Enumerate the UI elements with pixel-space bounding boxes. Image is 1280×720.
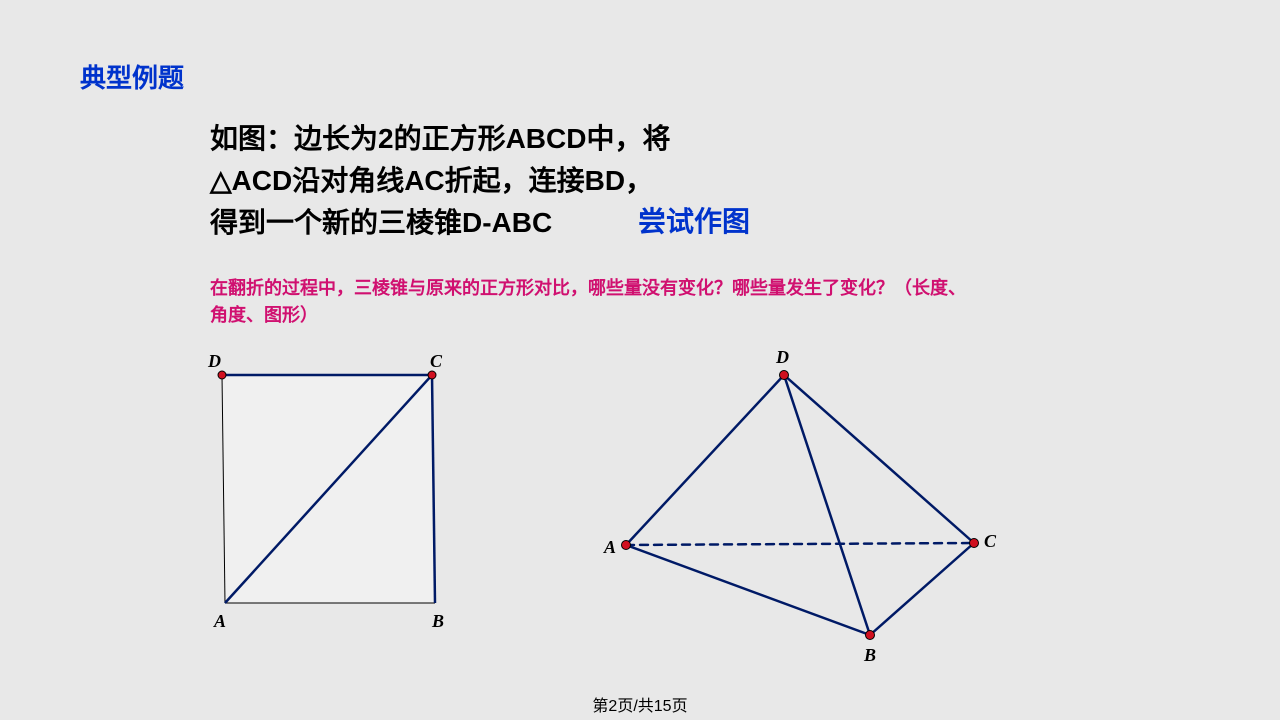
page-number-text: 第2页/共15页 [592,698,687,715]
section-heading: 典型例题 [80,58,184,95]
heading-text: 典型例题 [80,63,184,93]
svg-text:B: B [431,611,444,631]
page-number: 第2页/共15页 [0,692,1280,716]
problem-line3: 得到一个新的三棱锥D-ABC [210,207,552,238]
hint-label: 尝试作图 [638,206,750,237]
problem-line2: △ACD沿对角线AC折起，连接BD， [210,165,653,196]
problem-statement: 如图：边长为2的正方形ABCD中，将 △ACD沿对角线AC折起，连接BD， 得到… [210,118,930,244]
svg-text:A: A [213,611,226,631]
svg-text:A: A [603,537,616,557]
svg-text:B: B [863,645,876,665]
problem-line1: 如图：边长为2的正方形ABCD中，将 [210,123,670,154]
question-content: 在翻折的过程中，三棱锥与原来的正方形对比，哪些量没有变化？哪些量发生了变化？（长… [210,278,966,325]
pyramid-diagram: A B C D [590,345,1010,675]
hint-text: 尝试作图 [638,200,750,240]
svg-text:C: C [984,531,997,551]
square-diagram: A B C D [200,345,460,645]
svg-text:C: C [430,351,443,371]
svg-text:D: D [775,347,789,367]
question-text: 在翻折的过程中，三棱锥与原来的正方形对比，哪些量没有变化？哪些量发生了变化？（长… [210,275,970,329]
svg-text:D: D [207,351,221,371]
